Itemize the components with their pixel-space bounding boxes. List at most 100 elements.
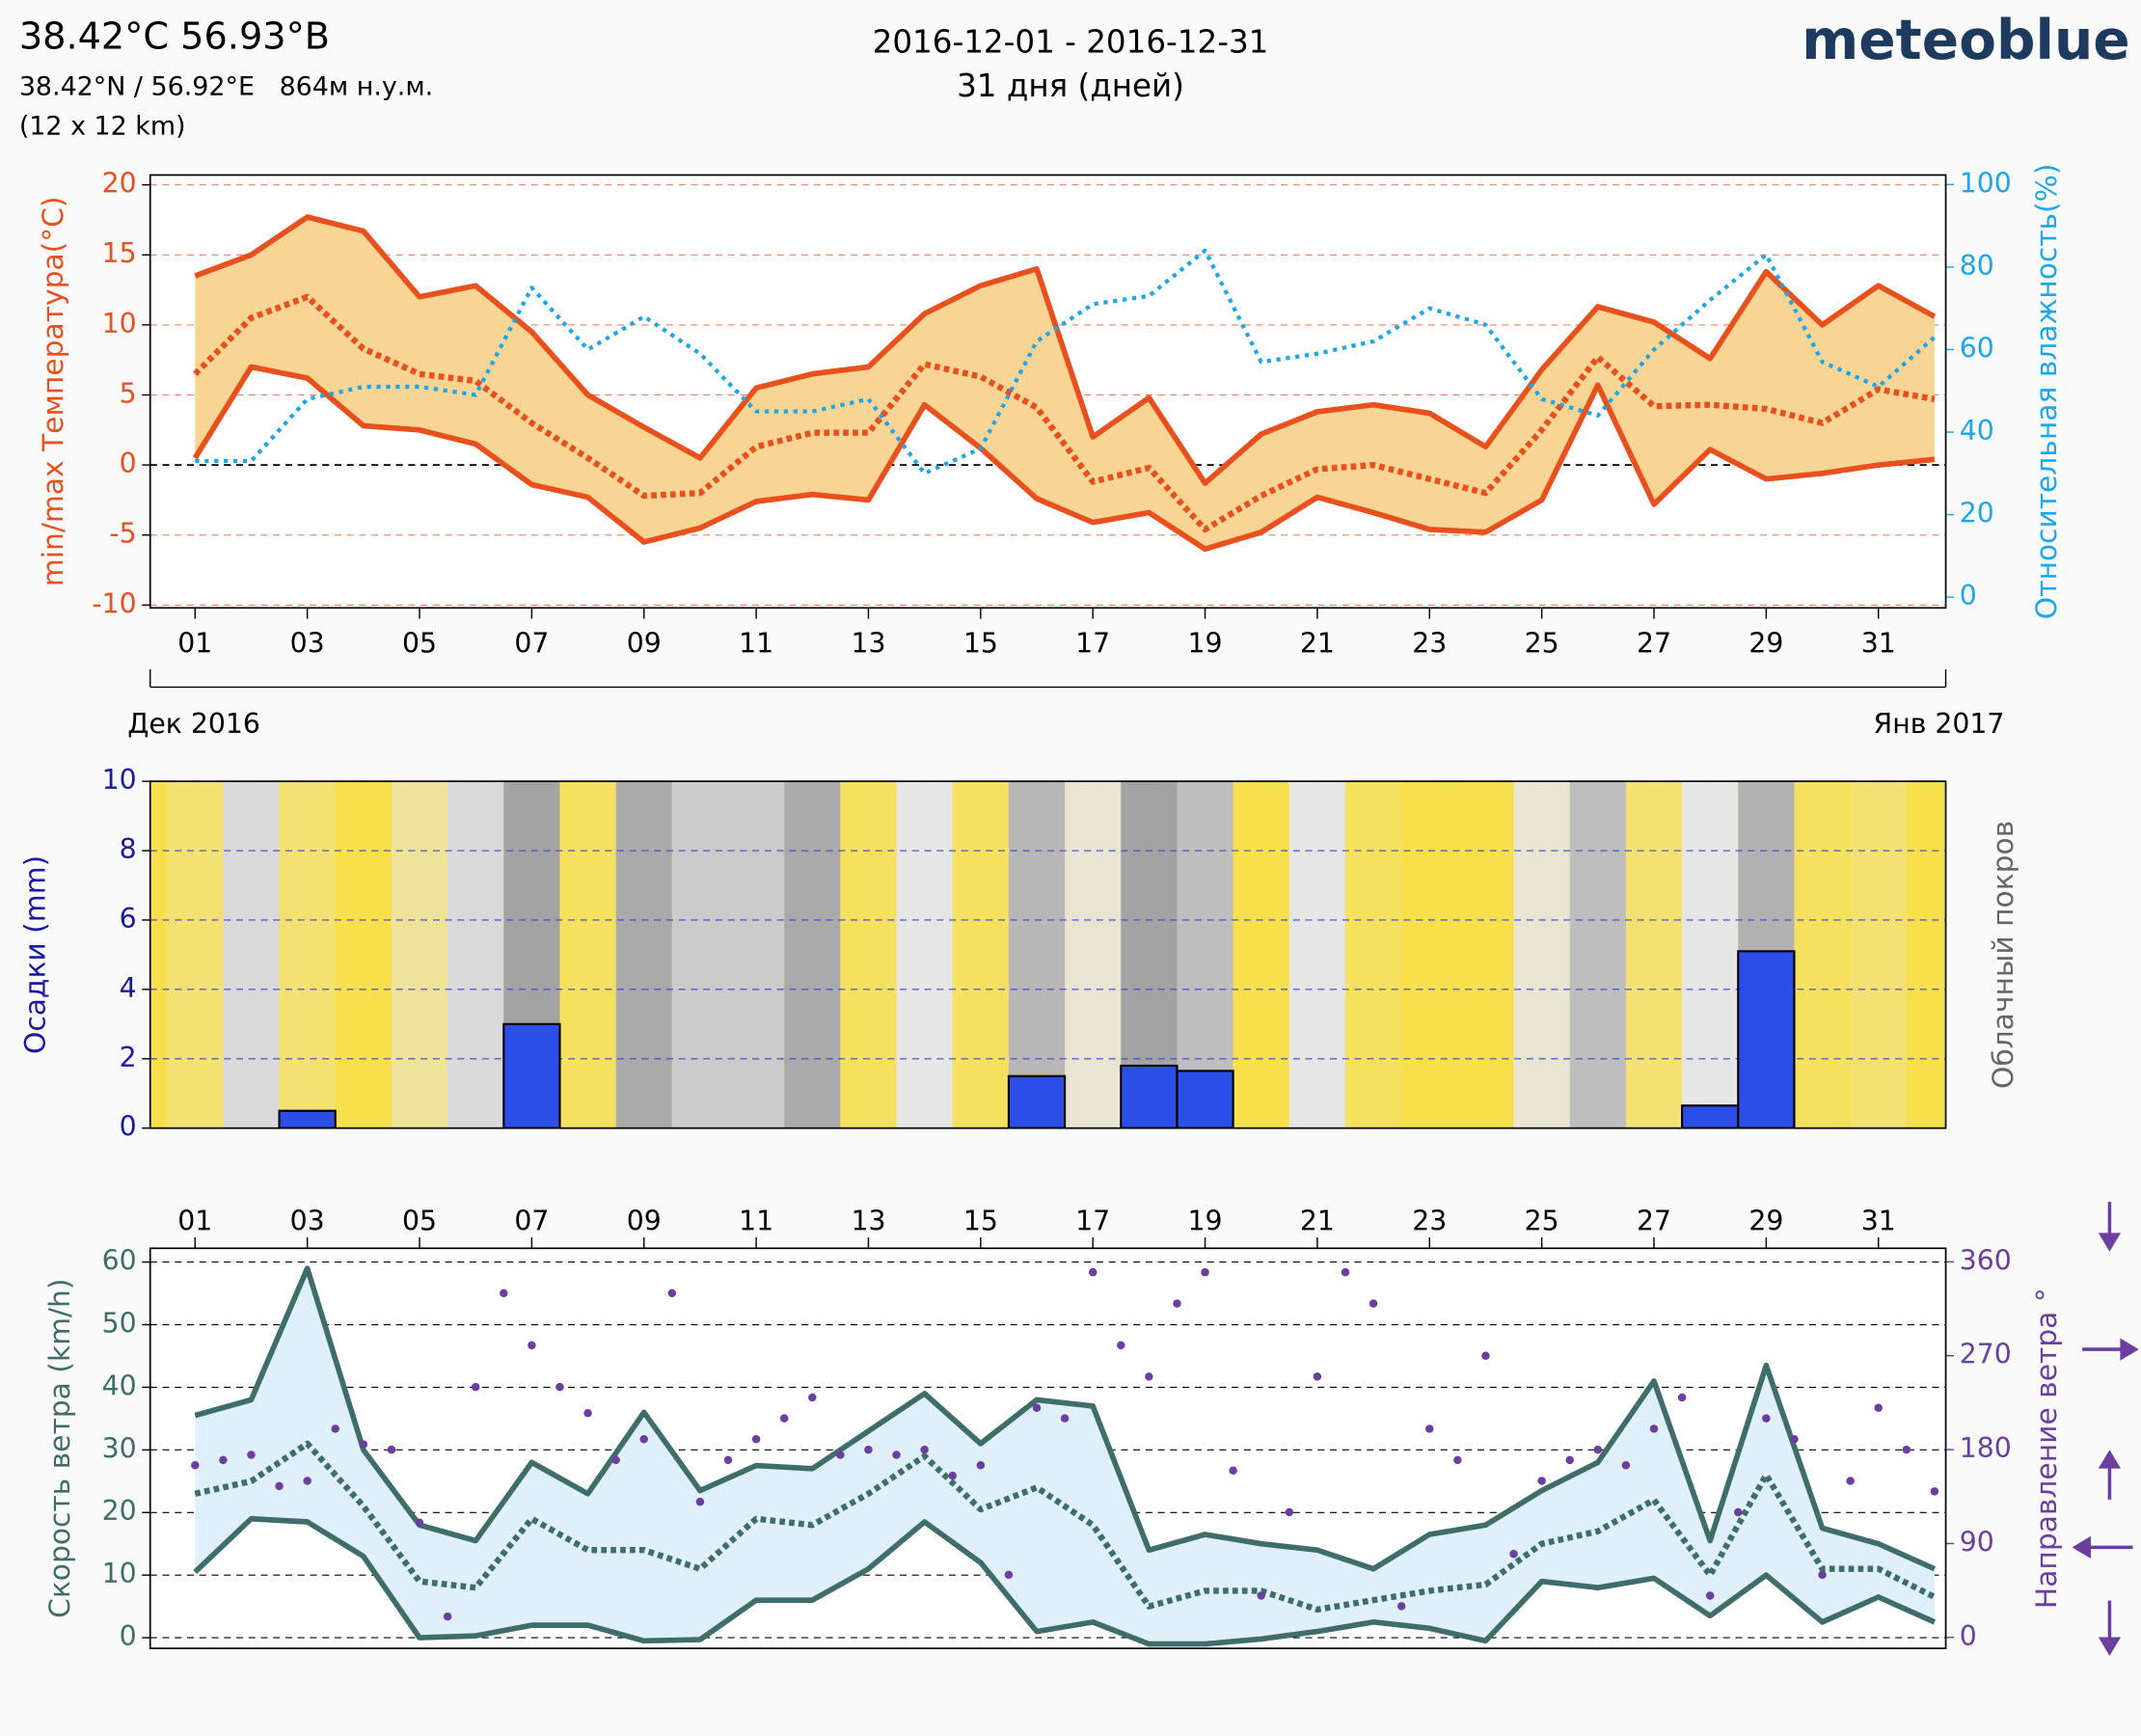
direction-point [1285,1507,1294,1517]
x-tick-label: 23 [1412,1205,1447,1236]
series-line [193,1515,1937,1647]
y2-tick-label: 270 [1960,1339,2012,1370]
y-tick-label: 30 [102,1432,137,1464]
y-tick-label: 60 [102,1245,137,1277]
direction-point [1032,1403,1042,1413]
plot-frame [149,1247,1947,1649]
direction-point [1313,1372,1322,1381]
x-tick-label: 21 [1300,628,1335,660]
direction-point [1762,1414,1771,1423]
plot [149,1248,1946,1649]
direction-point [1004,1570,1014,1580]
x-tick-label: 23 [1412,628,1447,660]
direction-point [500,1288,508,1298]
series-line [193,293,1936,533]
month-label: Дек 2016 [127,708,260,740]
direction-point [556,1382,564,1392]
cloud-band [1401,781,1458,1128]
precip-bar [1120,1064,1179,1128]
y-tick-label: 10 [102,1558,137,1589]
precip-bar [1007,1074,1067,1128]
x-tick-label: 03 [290,628,325,660]
direction-point [1369,1299,1378,1308]
direction-point [247,1451,256,1459]
direction-point [1341,1267,1350,1277]
y-tick-label: 5 [120,378,137,410]
plot [149,781,1946,1128]
direction-point [1705,1591,1715,1600]
precip-bar [278,1109,337,1128]
y-axis-label: Осадки (mm) [19,855,53,1054]
direction-point [1593,1445,1603,1454]
direction-point [1201,1267,1209,1277]
y2-axis-label: Относительная влажность(%) [2030,164,2064,620]
direction-point [639,1435,648,1444]
direction-point [976,1461,986,1470]
x-tick-label: 27 [1637,628,1671,660]
y-axis-label: min/max Температура(°C) [37,197,70,587]
cloud-band [167,781,224,1128]
direction-point [1930,1487,1939,1496]
y-tick-label: 15 [102,237,137,269]
cloud-band [1794,781,1851,1128]
direction-point [1537,1477,1546,1485]
x-tick-label: 29 [1748,1205,1783,1236]
direction-point [583,1408,592,1418]
x-tick-label: 11 [739,1205,773,1236]
direction-point [275,1481,284,1491]
precip-bar [1176,1070,1234,1128]
range-band [195,217,1935,550]
direction-point [751,1435,761,1444]
month-label: Янв 2017 [1874,708,2005,740]
cloud-band [559,781,616,1128]
cloud-band [840,781,897,1128]
x-tick-label: 03 [290,1205,325,1236]
cloud-band [1065,781,1122,1128]
series-line [195,248,1937,475]
y-tick-label: 2 [120,1042,137,1073]
y-tick-label: 20 [102,168,137,200]
cloud-band [279,781,336,1128]
precip-bar [1681,1104,1740,1128]
x-tick-label: 05 [402,1205,437,1236]
y2-tick-label: 180 [1960,1432,2012,1464]
plot-frame [149,174,1947,610]
direction-point [1790,1435,1799,1444]
direction-point [415,1518,424,1528]
coordinates: 38.42°N / 56.92°E 864м н.у.м. [19,71,433,101]
grid-size: (12 x 12 km) [19,111,186,141]
y2-axis-label: Направление ветра ° [2030,1288,2064,1609]
direction-point [219,1455,228,1465]
series-line [194,1440,1937,1614]
direction-point [1734,1507,1743,1517]
direction-point [1818,1570,1827,1580]
direction-point [359,1440,368,1449]
direction-point [892,1451,901,1459]
direction-point [808,1393,817,1402]
y2-tick-label: 80 [1960,250,1994,282]
y-axis-label: Скорость ветра (km/h) [43,1279,77,1618]
x-tick-label: 13 [851,628,885,660]
x-tick-label: 17 [1075,628,1110,660]
cloud-band [1457,781,1514,1128]
direction-point [471,1382,480,1392]
cloud-band [1682,781,1739,1128]
direction-point [1060,1414,1070,1423]
cloud-band [784,781,841,1128]
x-tick-label: 05 [402,628,437,660]
x-tick-label: 17 [1075,1205,1110,1236]
direction-point [1565,1455,1574,1465]
y2-tick-label: 90 [1960,1526,1994,1558]
direction-point [1453,1455,1462,1465]
cloud-band [223,781,280,1128]
wind-arrows [2072,1202,2139,1656]
cloud-band [335,781,392,1128]
x-tick-label: 09 [627,628,662,660]
direction-point [1621,1461,1631,1470]
direction-point [948,1471,957,1480]
direction-point [1396,1602,1406,1611]
y-tick-label: 4 [120,972,137,1004]
direction-point [1902,1445,1911,1454]
direction-point [779,1414,789,1423]
